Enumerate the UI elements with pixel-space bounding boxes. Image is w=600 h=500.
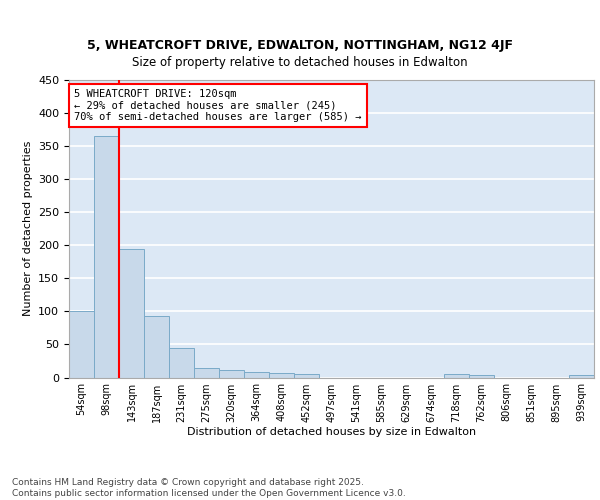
Text: Contains HM Land Registry data © Crown copyright and database right 2025.
Contai: Contains HM Land Registry data © Crown c… (12, 478, 406, 498)
Text: Size of property relative to detached houses in Edwalton: Size of property relative to detached ho… (132, 56, 468, 69)
Bar (444, 374, 469, 378)
Bar (144, 316, 169, 378)
Text: 5 WHEATCROFT DRIVE: 120sqm
← 29% of detached houses are smaller (245)
70% of sem: 5 WHEATCROFT DRIVE: 120sqm ← 29% of deta… (74, 89, 362, 122)
Bar (294, 374, 319, 378)
Bar (169, 348, 194, 378)
Bar (94, 136, 119, 378)
X-axis label: Distribution of detached houses by size in Edwalton: Distribution of detached houses by size … (187, 428, 476, 438)
Bar (569, 375, 594, 378)
Bar (69, 312, 94, 378)
Bar (469, 375, 494, 378)
Bar (244, 372, 269, 378)
Y-axis label: Number of detached properties: Number of detached properties (23, 141, 32, 316)
Bar (119, 248, 144, 378)
Bar (269, 373, 294, 378)
Text: 5, WHEATCROFT DRIVE, EDWALTON, NOTTINGHAM, NG12 4JF: 5, WHEATCROFT DRIVE, EDWALTON, NOTTINGHA… (87, 40, 513, 52)
Bar (219, 370, 244, 378)
Bar (194, 368, 219, 378)
